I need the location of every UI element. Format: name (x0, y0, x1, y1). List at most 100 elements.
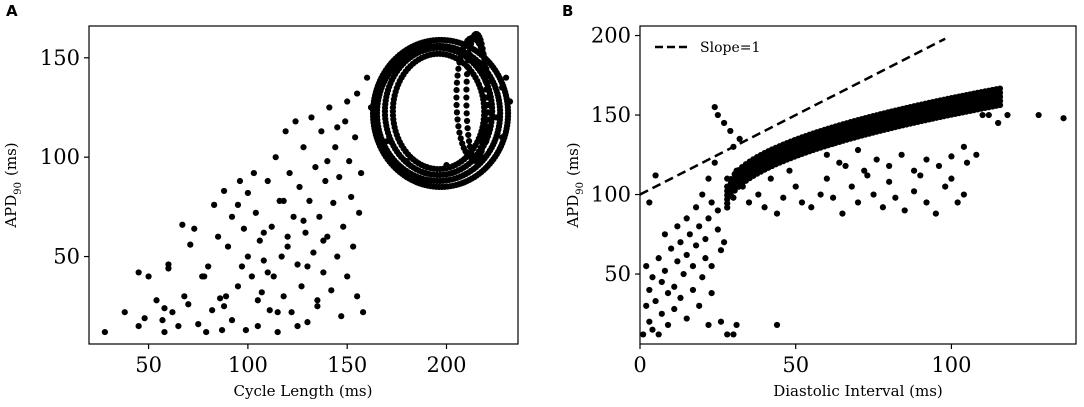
data-point (300, 144, 307, 151)
data-point (917, 172, 924, 179)
data-point (169, 309, 176, 316)
data-point (1060, 115, 1067, 122)
data-point (292, 118, 299, 125)
data-point (661, 267, 669, 274)
panel-a: 50 100 150 200 50 100 150 Cycle Length (ms) A… (2, 25, 519, 400)
data-point (649, 274, 656, 281)
data-point (848, 183, 855, 190)
data-point (496, 113, 504, 120)
data-point (717, 247, 725, 254)
data-point (453, 79, 461, 86)
data-point (640, 331, 647, 338)
data-point (224, 243, 232, 250)
data-point (664, 290, 672, 297)
data-point (478, 148, 485, 155)
data-point (455, 65, 462, 72)
data-point (302, 229, 309, 236)
data-point (195, 321, 202, 328)
data-point (453, 101, 460, 109)
x-tick-label: 200 (426, 353, 466, 377)
data-point (352, 134, 359, 141)
data-point (280, 197, 287, 204)
data-point (960, 143, 967, 150)
data-point (463, 86, 470, 93)
panel-b: 0 50 100 50 100 150 200 Slope=1 Diastolic Int… (564, 24, 1077, 400)
data-point (502, 74, 510, 81)
data-point (736, 135, 743, 142)
data-point (892, 194, 899, 201)
data-point (135, 269, 142, 276)
data-point (161, 305, 168, 312)
data-point (711, 159, 718, 166)
data-point (260, 229, 267, 236)
data-point (456, 129, 463, 136)
data-point (755, 191, 762, 198)
legend-label: Slope=1 (700, 40, 760, 56)
data-point (942, 183, 949, 190)
data-point (702, 255, 709, 262)
data-point (711, 103, 718, 111)
data-point (322, 177, 329, 185)
data-point (332, 144, 339, 151)
data-point (643, 262, 650, 270)
data-point (773, 321, 781, 329)
data-point (482, 117, 489, 125)
data-point (683, 251, 690, 259)
data-point (960, 191, 967, 198)
data-point (910, 167, 918, 174)
data-point (901, 207, 908, 214)
data-point (459, 48, 466, 55)
data-point (354, 293, 361, 300)
data-point (870, 191, 877, 198)
data-point (864, 172, 871, 179)
data-point (482, 71, 489, 78)
y-tick-label: 200 (591, 24, 631, 48)
data-point (205, 263, 212, 270)
y-tick-label: 100 (40, 145, 80, 169)
data-point (733, 321, 740, 329)
data-point (761, 204, 768, 211)
data-point (350, 243, 357, 250)
data-point (363, 74, 371, 81)
data-point (689, 262, 697, 270)
data-point (254, 323, 261, 330)
data-point (661, 231, 669, 238)
data-point (463, 78, 470, 85)
data-point (260, 257, 267, 264)
data-point (288, 309, 295, 316)
data-point (244, 253, 251, 260)
data-point (692, 242, 700, 249)
data-point (296, 183, 303, 191)
data-point (823, 151, 830, 158)
data-point (209, 307, 216, 314)
data-point (135, 323, 142, 330)
data-point (652, 172, 659, 179)
data-point (705, 175, 712, 182)
data-point (161, 328, 168, 336)
panel-b-letter: B (562, 2, 573, 20)
panel-a-x-axis-label: Cycle Length (ms) (234, 382, 373, 400)
data-point (730, 331, 737, 338)
data-point (464, 125, 471, 132)
data-point (708, 262, 715, 270)
panel-b-y-ticks: 50 100 150 200 (591, 24, 640, 286)
data-point (453, 109, 461, 116)
data-point (658, 278, 665, 286)
data-point (817, 191, 824, 198)
slope-reference-line (639, 37, 946, 196)
data-point (354, 90, 361, 97)
data-point (244, 189, 251, 197)
data-point (334, 124, 341, 131)
data-point (280, 293, 287, 300)
data-point (308, 114, 315, 121)
data-point (481, 57, 488, 64)
data-point (264, 177, 271, 185)
data-point (334, 253, 341, 260)
data-point (879, 204, 887, 211)
data-point (948, 153, 955, 160)
data-point (165, 265, 172, 272)
data-point (699, 274, 706, 281)
data-point (465, 57, 472, 64)
data-point (481, 63, 489, 71)
